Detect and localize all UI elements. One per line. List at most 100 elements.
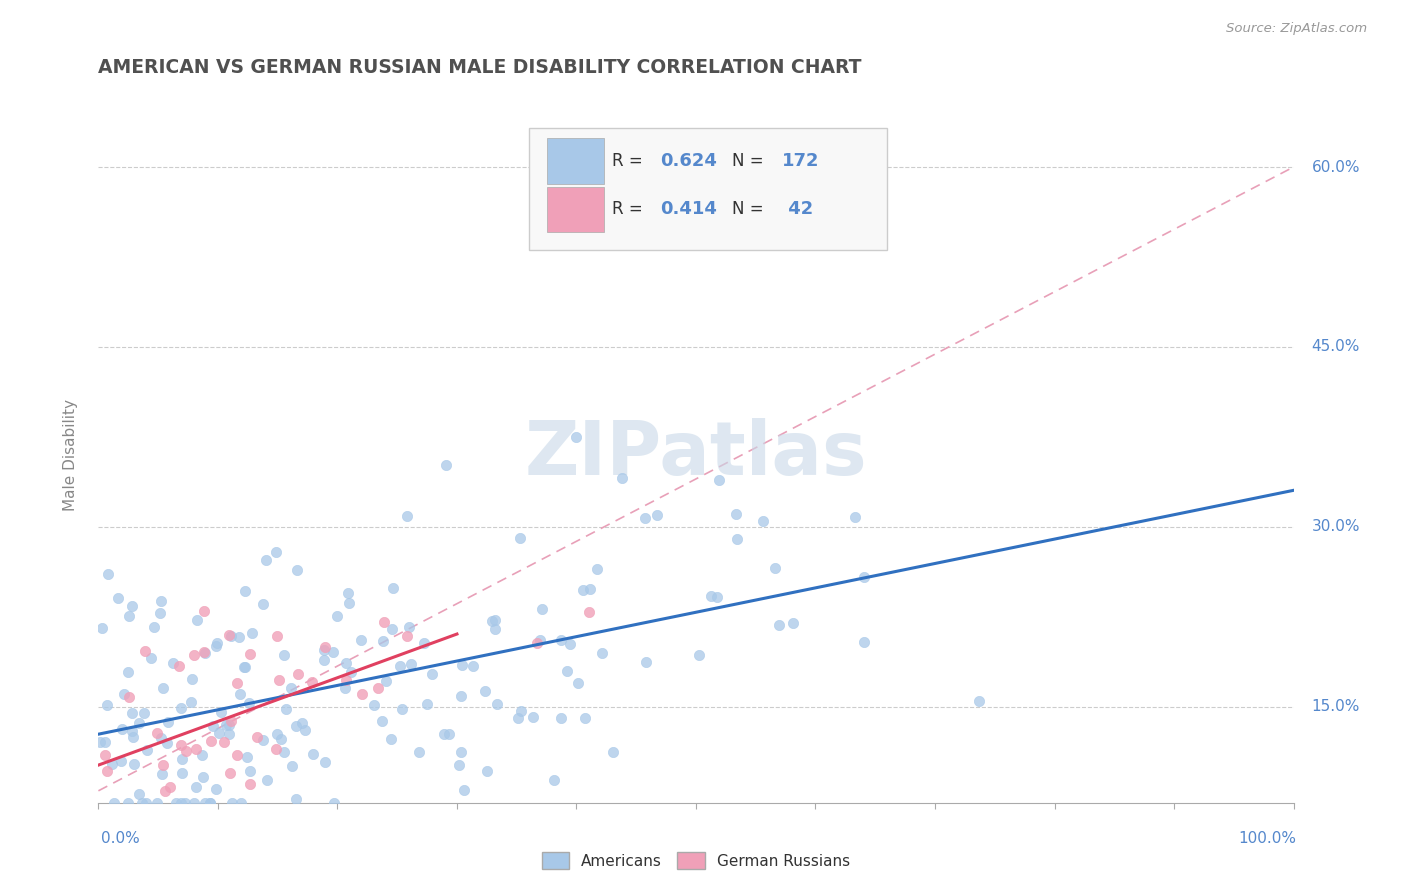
Point bbox=[212, 735, 235, 749]
Text: 172: 172 bbox=[782, 152, 820, 169]
Point bbox=[124, 757, 146, 772]
Point bbox=[475, 764, 498, 778]
Point bbox=[335, 656, 357, 670]
Point bbox=[233, 660, 256, 674]
Point bbox=[200, 734, 222, 748]
Point bbox=[205, 639, 228, 653]
Point bbox=[239, 776, 262, 790]
Point bbox=[375, 673, 398, 688]
Point bbox=[420, 667, 443, 681]
Text: 30.0%: 30.0% bbox=[1312, 519, 1360, 534]
Point bbox=[706, 590, 728, 604]
Text: 60.0%: 60.0% bbox=[1312, 160, 1360, 175]
Point bbox=[252, 733, 274, 747]
Point bbox=[398, 620, 420, 634]
Point bbox=[191, 747, 214, 762]
Point bbox=[162, 656, 184, 670]
Point bbox=[135, 796, 157, 810]
Point bbox=[408, 745, 430, 759]
Point bbox=[967, 694, 990, 708]
Text: N =: N = bbox=[733, 201, 769, 219]
Point bbox=[267, 673, 290, 687]
Text: R =: R = bbox=[612, 152, 648, 169]
Point bbox=[367, 681, 389, 695]
Point bbox=[100, 812, 122, 826]
Point bbox=[380, 731, 402, 746]
Point bbox=[449, 758, 471, 772]
Text: R =: R = bbox=[612, 201, 648, 219]
Point bbox=[725, 507, 748, 521]
Point bbox=[312, 653, 335, 667]
FancyBboxPatch shape bbox=[547, 187, 605, 232]
Point bbox=[586, 562, 609, 576]
Point bbox=[574, 711, 596, 725]
Point bbox=[484, 622, 506, 636]
Point bbox=[481, 614, 503, 628]
Point bbox=[181, 672, 204, 686]
Point bbox=[725, 533, 748, 547]
Point bbox=[146, 726, 169, 740]
Point bbox=[174, 744, 197, 758]
Point bbox=[280, 759, 302, 773]
Point bbox=[233, 583, 256, 598]
Point bbox=[194, 647, 217, 661]
Point bbox=[565, 429, 588, 443]
Point bbox=[322, 796, 344, 810]
Point bbox=[550, 633, 572, 648]
Point bbox=[381, 622, 404, 636]
Point bbox=[193, 645, 215, 659]
Point bbox=[853, 570, 876, 584]
Point bbox=[602, 745, 624, 759]
Point bbox=[112, 687, 135, 701]
Point bbox=[198, 796, 221, 810]
Point bbox=[450, 745, 472, 759]
Point bbox=[136, 743, 159, 757]
FancyBboxPatch shape bbox=[547, 138, 605, 184]
Point bbox=[121, 706, 143, 720]
Point bbox=[285, 792, 308, 806]
Point bbox=[461, 659, 484, 673]
Point bbox=[254, 553, 277, 567]
Point bbox=[141, 650, 163, 665]
Point bbox=[121, 815, 143, 830]
Point bbox=[174, 796, 197, 810]
Point bbox=[636, 655, 658, 669]
FancyBboxPatch shape bbox=[529, 128, 887, 250]
Point bbox=[90, 621, 112, 635]
Point bbox=[264, 545, 287, 559]
Point bbox=[128, 716, 150, 731]
Point bbox=[339, 665, 361, 680]
Point bbox=[202, 719, 225, 733]
Point bbox=[128, 820, 150, 834]
Point bbox=[373, 615, 395, 629]
Point bbox=[233, 659, 256, 673]
Point bbox=[302, 747, 325, 761]
Point bbox=[474, 683, 496, 698]
Point bbox=[526, 635, 548, 649]
Point bbox=[118, 609, 141, 624]
Point bbox=[149, 607, 172, 621]
Point bbox=[198, 796, 221, 810]
Point bbox=[121, 599, 143, 614]
Point bbox=[121, 730, 143, 744]
Point bbox=[209, 706, 232, 720]
Point bbox=[96, 698, 118, 712]
Point bbox=[218, 628, 240, 642]
Point bbox=[153, 783, 176, 797]
Point bbox=[204, 782, 226, 797]
Point bbox=[221, 714, 243, 728]
Point bbox=[93, 735, 115, 749]
Text: 45.0%: 45.0% bbox=[1312, 340, 1360, 354]
Point bbox=[555, 664, 578, 678]
Text: ZIPatlas: ZIPatlas bbox=[524, 418, 868, 491]
Point bbox=[221, 796, 243, 810]
Point bbox=[350, 687, 373, 701]
Point bbox=[433, 726, 456, 740]
Point bbox=[274, 702, 297, 716]
Point bbox=[399, 657, 422, 671]
Point bbox=[235, 749, 257, 764]
Point bbox=[266, 727, 288, 741]
Point bbox=[170, 738, 193, 752]
Point bbox=[396, 629, 419, 643]
Point bbox=[117, 796, 139, 810]
